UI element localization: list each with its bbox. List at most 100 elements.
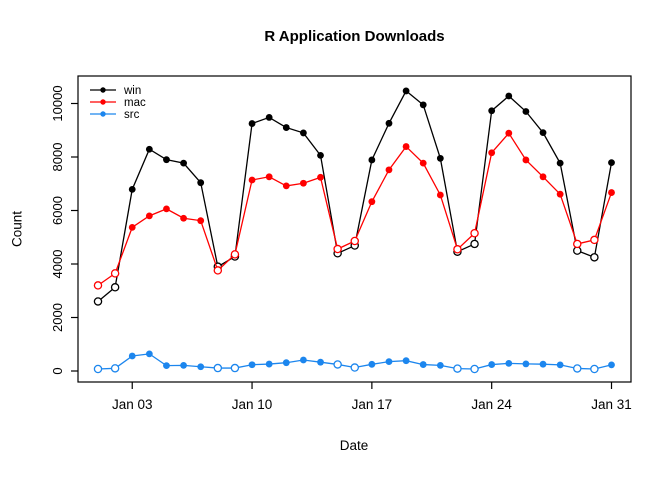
x-tick-label: Jan 03	[112, 397, 153, 412]
data-point-win-jan-31	[608, 159, 615, 167]
data-point-win-jan-05	[163, 156, 170, 164]
data-point-src-jan-29	[573, 364, 582, 373]
data-point-win-jan-20	[419, 101, 427, 109]
data-point-mac-jan-29	[573, 239, 582, 249]
data-point-mac-jan-21	[436, 191, 444, 199]
data-point-mac-jan-09	[230, 250, 240, 259]
data-point-src-jan-14	[317, 358, 324, 366]
y-tick-label: 6000	[50, 196, 65, 225]
data-point-win-jan-19	[402, 87, 410, 95]
x-tick-label: Jan 17	[352, 397, 393, 412]
x-axis-title: Date	[339, 438, 369, 453]
data-point-mac-jan-08	[213, 266, 223, 275]
data-point-src-jan-15	[333, 360, 342, 369]
data-point-src-jan-30	[590, 364, 599, 374]
legend-label-src: src	[124, 109, 140, 121]
data-point-src-jan-22	[453, 364, 462, 373]
data-point-win-jan-11	[265, 114, 273, 121]
data-point-win-jan-17	[368, 156, 376, 164]
data-point-src-jan-19	[402, 357, 410, 365]
data-point-win-jan-18	[385, 119, 393, 127]
data-point-src-jan-03	[128, 352, 136, 360]
legend-marker-win	[100, 87, 106, 93]
data-point-src-jan-05	[163, 362, 170, 370]
legend-label-mac: mac	[124, 97, 146, 109]
data-point-win-jan-01	[93, 297, 103, 306]
data-point-mac-jan-23	[470, 228, 479, 238]
data-point-src-jan-10	[248, 361, 256, 369]
data-point-mac-jan-13	[300, 179, 307, 187]
data-point-src-jan-25	[505, 359, 513, 367]
data-point-src-jan-07	[197, 363, 205, 371]
data-point-src-jan-23	[470, 364, 479, 374]
x-tick-label: Jan 10	[232, 397, 273, 412]
data-point-mac-jan-25	[505, 129, 513, 137]
data-point-mac-jan-24	[488, 149, 496, 157]
data-point-win-jan-21	[436, 154, 444, 162]
y-tick-label: 4000	[50, 250, 65, 279]
data-point-src-jan-21	[436, 361, 444, 369]
data-point-mac-jan-06	[180, 214, 187, 222]
data-point-mac-jan-30	[590, 235, 599, 245]
data-point-mac-jan-18	[385, 166, 393, 174]
data-point-src-jan-20	[419, 361, 427, 368]
data-point-win-jan-10	[248, 120, 256, 127]
data-point-mac-jan-05	[163, 205, 170, 213]
data-point-src-jan-02	[110, 364, 120, 373]
data-point-src-jan-11	[265, 360, 273, 368]
plot-frame	[77, 75, 632, 383]
data-point-mac-jan-31	[608, 189, 615, 196]
data-point-mac-jan-26	[522, 156, 530, 164]
data-point-win-jan-03	[128, 185, 136, 193]
data-point-mac-jan-22	[453, 245, 462, 254]
data-point-src-jan-31	[608, 361, 615, 369]
data-point-src-jan-18	[385, 358, 393, 366]
data-point-win-jan-28	[556, 159, 564, 167]
series-line-win	[97, 89, 613, 302]
data-point-win-jan-14	[317, 151, 324, 159]
data-point-mac-jan-07	[197, 217, 205, 225]
data-point-mac-jan-03	[128, 223, 136, 231]
data-point-mac-jan-11	[265, 173, 273, 181]
data-point-win-jan-12	[282, 124, 290, 131]
data-point-mac-jan-12	[282, 182, 290, 190]
legend-marker-mac	[100, 99, 106, 105]
data-point-win-jan-27	[539, 129, 547, 137]
data-point-win-jan-25	[505, 92, 513, 100]
data-point-win-jan-13	[300, 129, 307, 137]
y-tick-label: 8000	[50, 143, 65, 172]
data-point-src-jan-16	[350, 363, 359, 372]
data-point-win-jan-02	[110, 283, 120, 292]
x-tick-label: Jan 24	[471, 397, 512, 412]
data-point-mac-jan-27	[539, 173, 547, 181]
data-point-mac-jan-16	[350, 236, 359, 246]
data-point-mac-jan-14	[317, 173, 324, 181]
data-point-win-jan-23	[470, 239, 479, 249]
data-point-mac-jan-02	[110, 269, 120, 278]
data-point-win-jan-26	[522, 108, 530, 115]
legend-marker-src	[100, 111, 106, 117]
data-point-src-jan-28	[556, 361, 564, 369]
data-point-mac-jan-28	[556, 190, 564, 198]
data-point-mac-jan-01	[93, 281, 103, 290]
data-point-src-jan-13	[300, 356, 307, 364]
data-point-src-jan-26	[522, 360, 530, 368]
x-tick-label: Jan 31	[591, 397, 632, 412]
legend-label-win: win	[123, 85, 141, 97]
y-tick-label: 10000	[50, 85, 65, 121]
data-point-mac-jan-19	[402, 143, 410, 150]
data-point-src-jan-24	[488, 361, 496, 368]
data-point-src-jan-04	[145, 350, 153, 358]
y-tick-label: 0	[50, 367, 65, 374]
data-point-win-jan-07	[197, 179, 205, 187]
data-point-win-jan-06	[180, 159, 187, 167]
data-point-src-jan-17	[368, 360, 376, 368]
data-point-src-jan-27	[539, 360, 547, 368]
series-line-mac	[97, 132, 613, 286]
data-point-mac-jan-20	[419, 159, 427, 167]
data-point-win-jan-04	[145, 145, 153, 153]
chart-title: R Application Downloads	[264, 28, 445, 45]
data-point-win-jan-24	[488, 107, 496, 115]
